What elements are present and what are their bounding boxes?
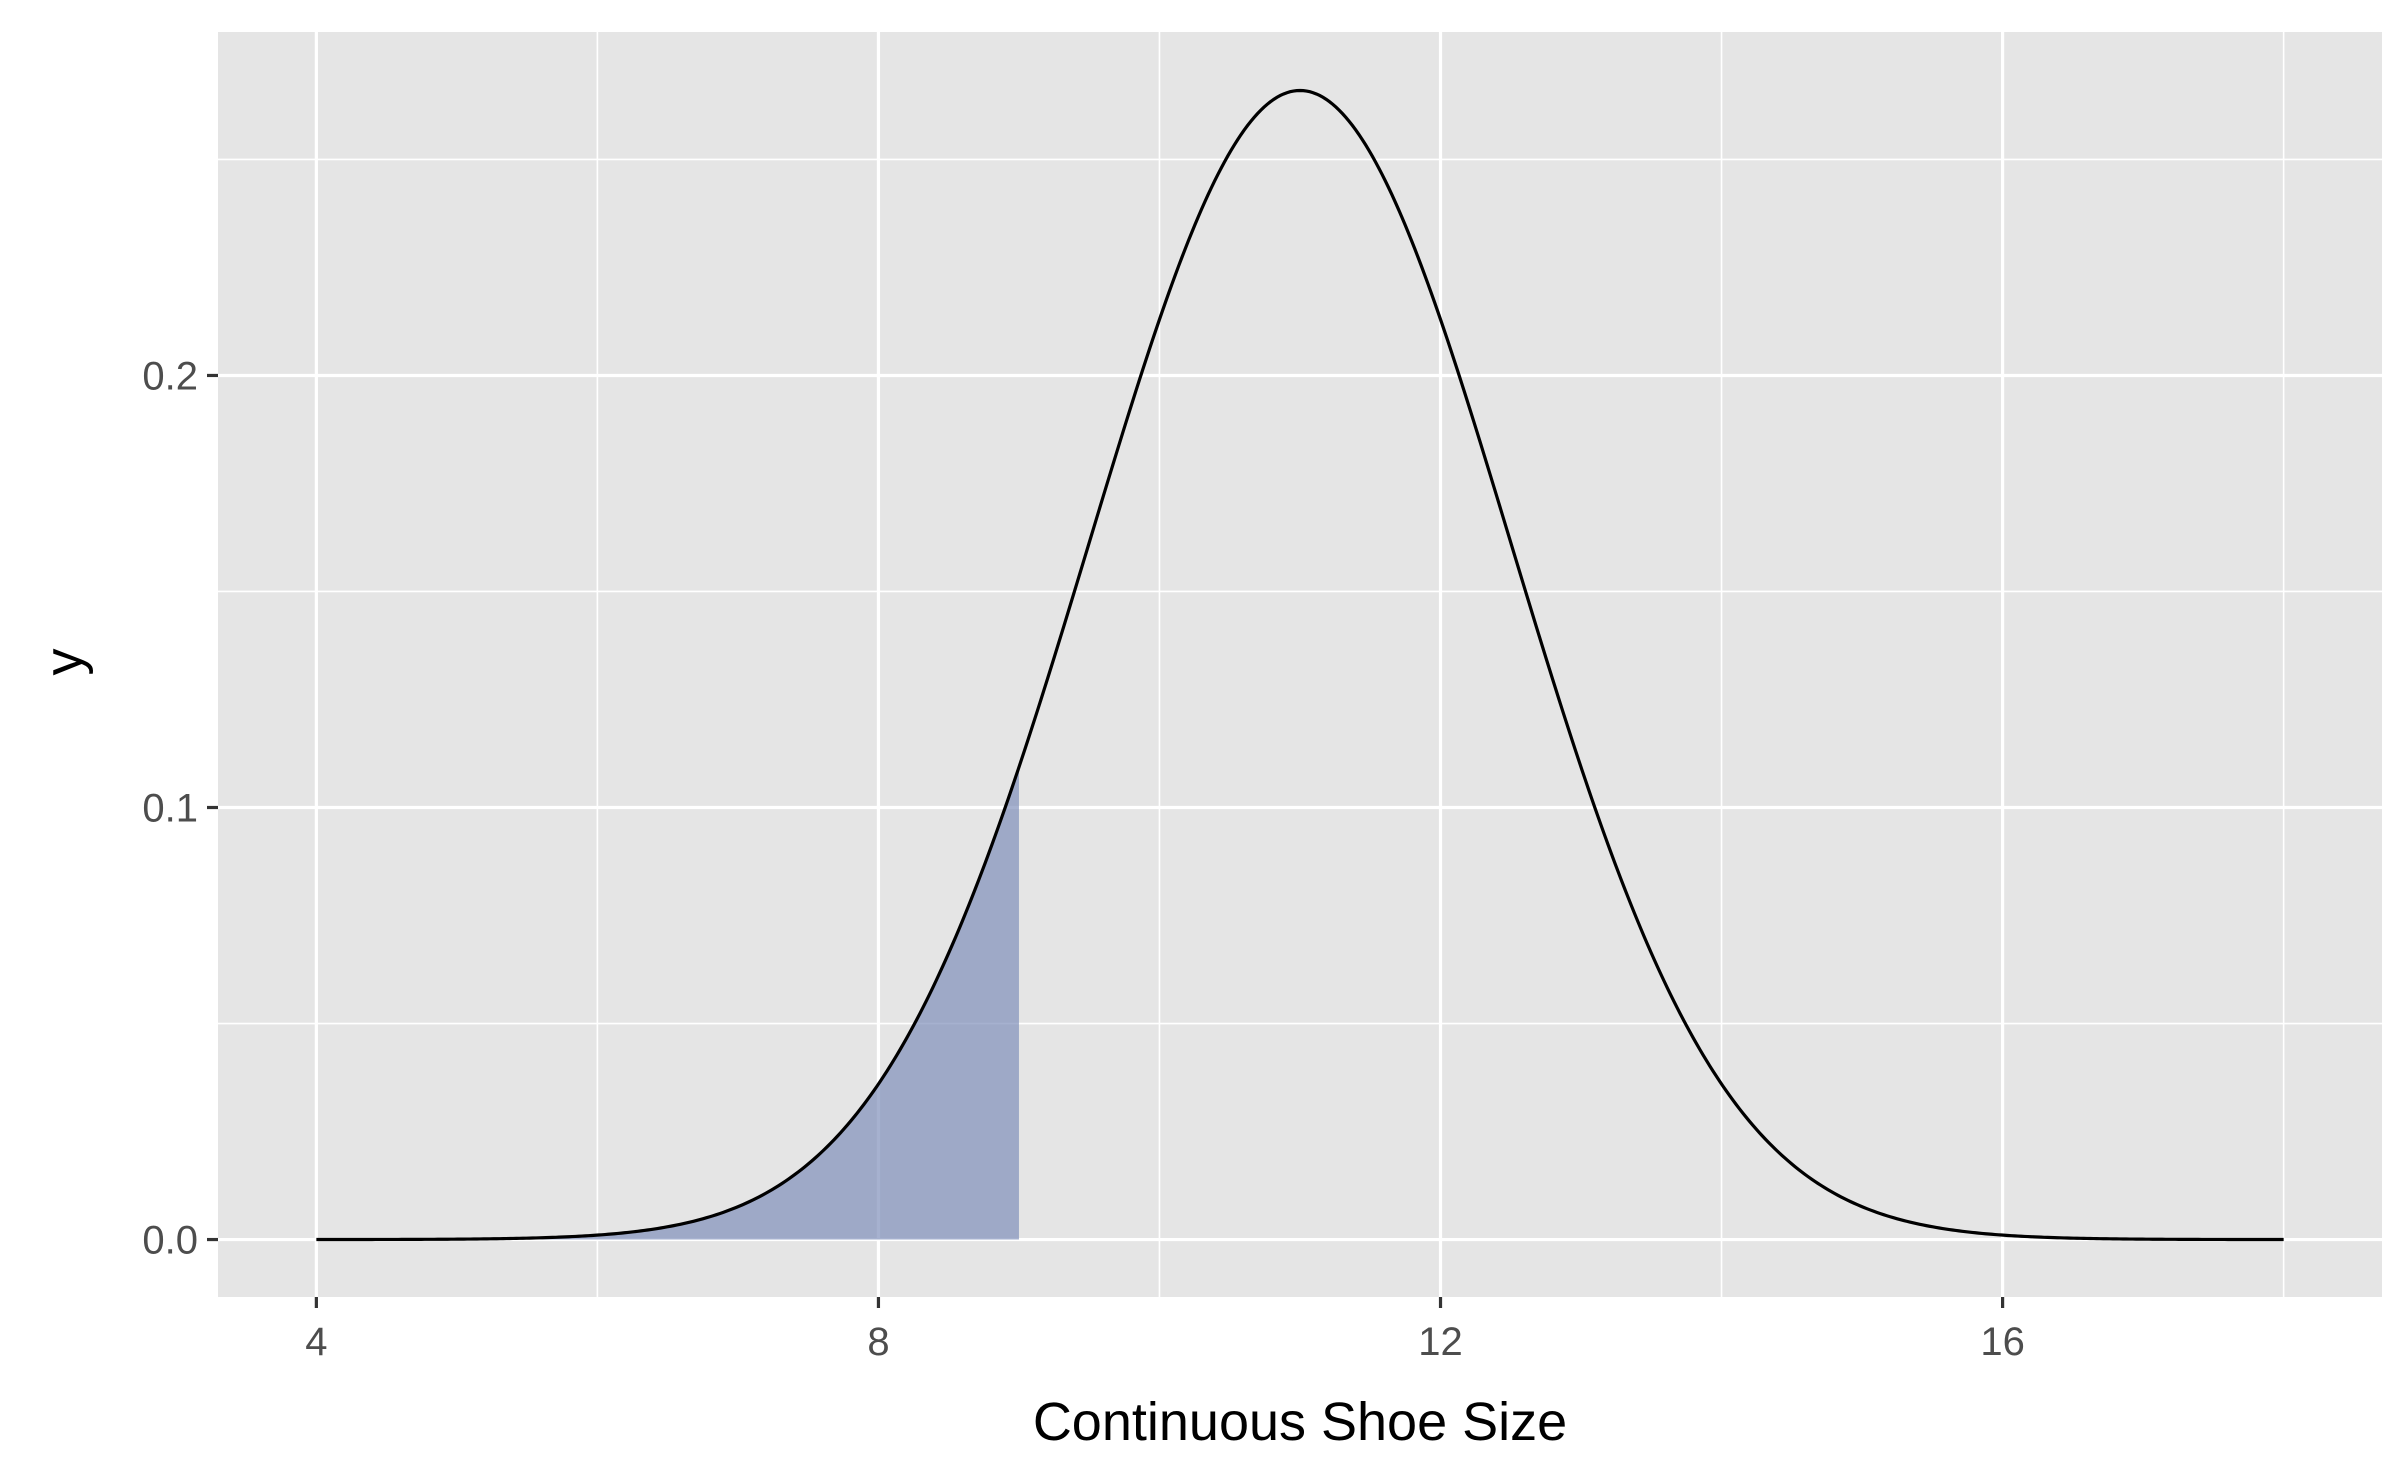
- shaded-area-left-tail: [316, 767, 1019, 1240]
- y-tick-label: 0.2: [142, 354, 198, 398]
- density-curve: [316, 88, 2284, 1242]
- x-axis: 4 8 12 16: [305, 1297, 2025, 1364]
- x-tick-label: 4: [305, 1320, 327, 1364]
- x-tick-label: 16: [1980, 1320, 2025, 1364]
- x-tick-label: 8: [867, 1320, 889, 1364]
- x-axis-title: Continuous Shoe Size: [1033, 1392, 1567, 1452]
- y-tick-label: 0.1: [142, 787, 198, 831]
- y-axis-title: y: [34, 649, 94, 676]
- x-tick-label: 12: [1418, 1320, 1463, 1364]
- y-tick-label: 0.0: [142, 1219, 198, 1263]
- panel-background: [218, 32, 2382, 1297]
- y-axis: 0.0 0.1 0.2: [142, 354, 218, 1263]
- minor-grid: [218, 32, 2382, 1297]
